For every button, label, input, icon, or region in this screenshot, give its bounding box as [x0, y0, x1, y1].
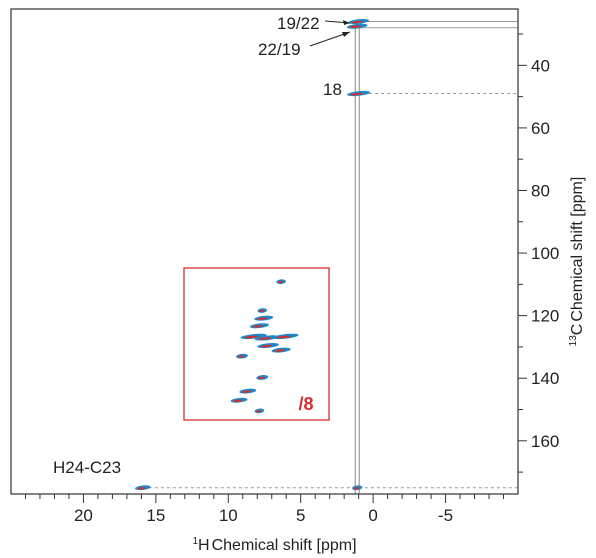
- peak-series-b: [276, 335, 291, 339]
- peak-series-b: [258, 309, 265, 313]
- y-tick-label: 60: [531, 119, 550, 138]
- peak-series-b: [252, 325, 264, 328]
- annotations: 19/22 22/19 18 H24-C23: [53, 14, 351, 477]
- x-axis-label-sup: 1: [192, 536, 198, 547]
- y-tick-label: 100: [531, 244, 559, 263]
- peak-series-b: [241, 390, 252, 393]
- y-tick-label: 140: [531, 369, 559, 388]
- peak-series-b: [258, 337, 272, 340]
- peak-series-b: [350, 25, 362, 29]
- annotation-label: 22/19: [258, 40, 301, 59]
- peak-series-b: [256, 410, 262, 413]
- plot-frame: [10, 8, 519, 495]
- peaks: [135, 18, 371, 491]
- peak-series-b: [274, 349, 286, 352]
- peak-series-b: [233, 399, 243, 402]
- x-tick-label: -5: [438, 506, 453, 525]
- annotation-label: H24-C23: [53, 458, 121, 477]
- peak-series-b: [258, 376, 265, 380]
- y-tick-label: 120: [531, 307, 559, 326]
- y-tick-label: 160: [531, 432, 559, 451]
- y-axis-label-sup: 13: [568, 335, 579, 347]
- y-axis-label-nuc: C: [569, 324, 586, 336]
- inset: /8: [183, 267, 330, 421]
- x-tick-label: 15: [146, 506, 165, 525]
- x-axis-label-nuc: H: [198, 537, 210, 554]
- x-tick-label: 0: [368, 506, 377, 525]
- peak-series-b: [350, 92, 364, 96]
- x-axis-label: 1H Chemical shift [ppm]: [192, 536, 356, 554]
- y-axis: 40 60 80 100 120 140 160: [518, 33, 559, 473]
- peak-series-b: [353, 487, 360, 490]
- x-tick-label: 5: [296, 506, 305, 525]
- x-axis-label-text: Chemical shift [ppm]: [212, 537, 357, 554]
- peak-series-b: [237, 355, 245, 358]
- annotation-arrowhead: [343, 20, 350, 25]
- y-tick-label: 80: [531, 181, 550, 200]
- peak-series-b: [137, 487, 146, 490]
- peak-series-b: [244, 335, 259, 339]
- guide-lines: [142, 21, 518, 494]
- x-tick-label: 20: [74, 506, 93, 525]
- y-axis-label-text: Chemical shift [ppm]: [569, 177, 586, 322]
- inset-frame: [183, 267, 330, 421]
- inset-scale-label: /8: [298, 394, 313, 414]
- x-tick-label: 10: [219, 506, 238, 525]
- y-tick-label: 40: [531, 56, 550, 75]
- peak-series-b: [351, 20, 363, 24]
- annotation-label: 19/22: [277, 14, 320, 33]
- y-axis-label: 13C Chemical shift [ppm]: [568, 177, 586, 347]
- annotation-label: 18: [323, 80, 342, 99]
- annotation-arrowhead: [342, 32, 350, 37]
- peak-series-b: [257, 317, 268, 320]
- peak-series-b: [260, 344, 273, 348]
- peak-series-b: [277, 281, 284, 284]
- x-axis: 20 15 10 5 0 -5: [24, 494, 505, 525]
